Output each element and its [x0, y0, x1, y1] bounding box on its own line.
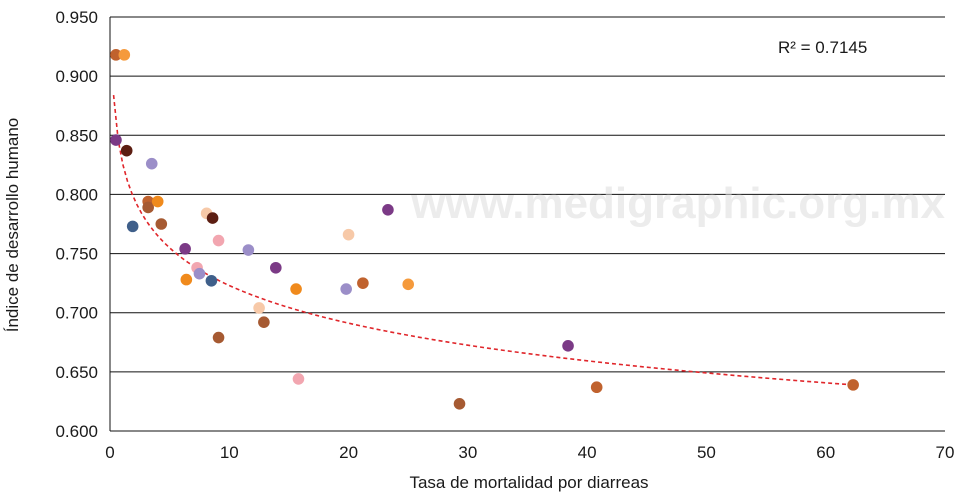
data-point [342, 228, 355, 241]
data-point [205, 274, 218, 287]
data-point [180, 273, 193, 286]
x-tick-label: 40 [578, 443, 597, 462]
x-axis-title: Tasa de mortalidad por diarreas [409, 473, 648, 492]
data-point [340, 283, 352, 295]
data-point [179, 243, 191, 255]
data-point [847, 379, 859, 391]
y-tick-label: 0.950 [55, 8, 98, 27]
data-point [212, 331, 225, 344]
x-tick-label: 20 [339, 443, 358, 462]
data-point [145, 157, 158, 170]
data-point [270, 261, 282, 274]
trendline-path [112, 94, 854, 386]
data-point [126, 220, 139, 233]
y-axis-ticks: 0.600 0.650 0.700 0.750 0.800 0.850 0.900 0.950 [55, 8, 98, 441]
trendline [112, 94, 854, 386]
x-tick-label: 10 [220, 443, 239, 462]
data-point [357, 277, 369, 289]
y-axis-title: Índice de desarrollo humano [3, 118, 22, 333]
y-tick-label: 0.700 [55, 304, 98, 323]
data-point [212, 234, 225, 247]
x-tick-label: 60 [816, 443, 835, 462]
watermark-text: www.medigraphic.org.mx [410, 179, 945, 228]
data-point [151, 195, 164, 208]
y-tick-label: 0.600 [55, 422, 98, 441]
y-tick-label: 0.750 [55, 245, 98, 264]
data-point [562, 340, 574, 352]
data-point [118, 49, 131, 61]
data-point [292, 373, 305, 385]
r-squared-annotation: R² = 0.7145 [778, 38, 867, 57]
data-point [110, 49, 122, 61]
data-point [258, 316, 270, 328]
y-tick-label: 0.850 [55, 126, 98, 145]
data-point [193, 267, 206, 280]
y-tick-label: 0.900 [55, 67, 98, 86]
data-point [382, 204, 394, 216]
data-point [402, 278, 415, 291]
data-points [110, 49, 859, 410]
y-tick-label: 0.650 [55, 363, 98, 382]
x-tick-label: 0 [105, 443, 114, 462]
data-point [142, 201, 154, 214]
data-point [110, 134, 122, 146]
x-axis-ticks: 0 10 20 30 40 50 60 70 [105, 443, 954, 462]
data-point [155, 218, 168, 230]
data-point [590, 381, 603, 394]
data-point [120, 144, 133, 157]
y-tick-label: 0.800 [55, 185, 98, 204]
x-tick-label: 50 [697, 443, 716, 462]
data-point [206, 212, 219, 224]
data-point [253, 302, 265, 314]
data-point [290, 283, 302, 295]
data-point [453, 397, 466, 410]
x-tick-label: 30 [458, 443, 477, 462]
x-tick-label: 70 [936, 443, 955, 462]
data-point [242, 244, 255, 256]
